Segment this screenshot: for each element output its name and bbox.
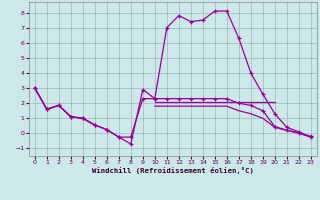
X-axis label: Windchill (Refroidissement éolien,°C): Windchill (Refroidissement éolien,°C) <box>92 167 254 174</box>
